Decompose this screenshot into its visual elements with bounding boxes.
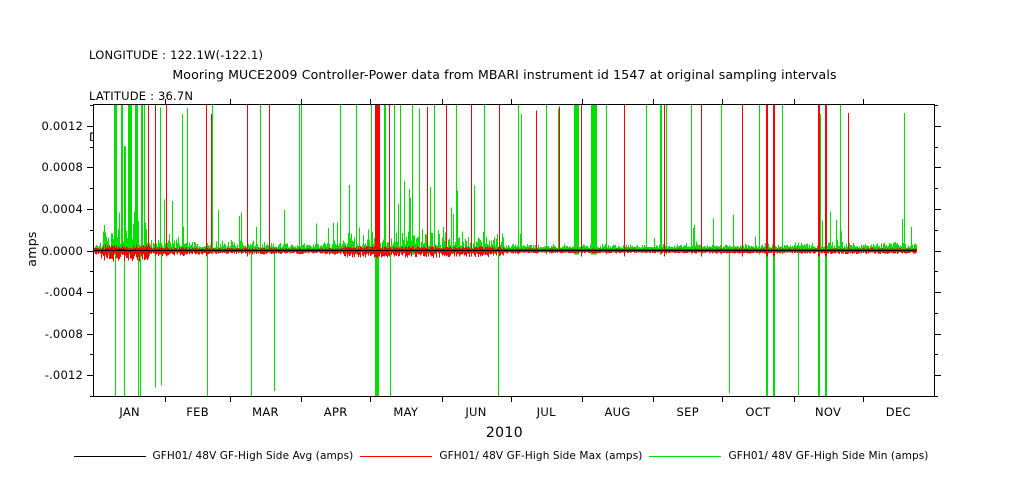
y-tick-label: 0.0000 <box>41 243 83 258</box>
x-tick-top <box>722 99 724 105</box>
series-max-line <box>94 105 917 262</box>
y-tick-minor-right <box>934 188 938 190</box>
y-tick-minor-right <box>934 229 938 231</box>
x-tick <box>441 396 443 402</box>
legend-color-swatch <box>73 455 146 457</box>
y-tick-major-right <box>934 208 941 210</box>
plot-canvas <box>94 105 934 396</box>
y-tick-label: 0.0012 <box>41 118 83 133</box>
x-tick-top <box>441 99 443 105</box>
x-tick-label: OCT <box>745 405 771 419</box>
y-tick-major-right <box>934 375 941 377</box>
y-tick-label: -.0012 <box>44 368 83 383</box>
y-tick-major <box>87 208 94 210</box>
x-tick <box>301 396 303 402</box>
x-tick-label: DEC <box>885 405 911 419</box>
y-tick-label: 0.0008 <box>41 160 83 175</box>
x-tick-label: JAN <box>119 405 140 419</box>
x-tick-label: AUG <box>604 405 631 419</box>
x-tick <box>581 396 583 402</box>
y-tick-minor <box>90 271 94 273</box>
x-tick <box>165 396 167 402</box>
x-tick <box>793 396 795 402</box>
y-tick-minor-right <box>934 271 938 273</box>
x-tick-top <box>301 99 303 105</box>
y-axis-title: amps <box>24 231 40 267</box>
x-tick-top <box>793 99 795 105</box>
y-tick-label: 0.0004 <box>41 201 83 216</box>
x-tick-label: FEB <box>186 405 209 419</box>
y-tick-minor <box>90 146 94 148</box>
series-canvas <box>94 105 917 396</box>
y-tick-label: -.0008 <box>44 326 83 341</box>
y-tick-major <box>87 292 94 294</box>
y-tick-major <box>87 333 94 335</box>
x-tick-label: JUN <box>465 405 487 419</box>
plot-area: 0.0012 0.0008 0.0004 0.0000 -.0004 -.0008 -.00… <box>42 99 941 419</box>
x-tick-top <box>510 99 512 105</box>
x-tick-top <box>229 99 231 105</box>
y-tick-minor-right <box>934 146 938 148</box>
x-tick-label: APR <box>323 405 348 419</box>
y-tick-major <box>87 167 94 169</box>
y-tick-label: -.0004 <box>44 285 83 300</box>
legend-label: GFH01/ 48V GF-High Side Max (amps) <box>439 450 643 462</box>
y-tick-major-right <box>934 333 941 335</box>
legend-entry: GFH01/ 48V GF-High Side Max (amps) <box>360 450 649 462</box>
x-axis-title: 2010 <box>485 425 524 441</box>
legend-color-swatch <box>360 455 433 457</box>
x-tick <box>229 396 231 402</box>
x-tick-top <box>862 99 864 105</box>
legend-entry: GFH01/ 48V GF-High Side Avg (amps) <box>73 450 361 462</box>
legend-label: GFH01/ 48V GF-High Side Avg (amps) <box>152 450 354 462</box>
legend-entry: GFH01/ 48V GF-High Side Min (amps) <box>649 450 935 462</box>
x-tick <box>510 396 512 402</box>
series-avg-line <box>94 249 917 252</box>
y-tick-minor-right <box>934 396 938 397</box>
y-tick-major <box>87 375 94 377</box>
longitude-text: LONGITUDE : 122.1W(-122.1) <box>89 48 264 63</box>
x-tick <box>862 396 864 402</box>
y-tick-minor <box>90 188 94 190</box>
x-tick-label: MAR <box>252 405 279 419</box>
x-tick-label: SEP <box>676 405 699 419</box>
latitude-text: LATITUDE : 36.7N <box>89 88 194 103</box>
x-tick <box>722 396 724 402</box>
y-tick-minor-right <box>934 312 938 314</box>
x-tick-top <box>581 99 583 105</box>
chart-title: Mooring MUCE2009 Controller-Power data f… <box>172 67 837 82</box>
x-tick-top <box>653 99 655 105</box>
y-tick-major <box>87 125 94 127</box>
x-tick-label: NOV <box>815 405 842 419</box>
x-tick-label: MAY <box>393 405 419 419</box>
y-tick-major-right <box>934 125 941 127</box>
x-tick-top <box>165 99 167 105</box>
legend-label: GFH01/ 48V GF-High Side Min (amps) <box>728 450 929 462</box>
y-tick-major <box>87 250 94 252</box>
y-tick-minor <box>90 396 94 397</box>
y-tick-minor <box>90 105 94 106</box>
y-tick-minor <box>90 229 94 231</box>
y-tick-minor <box>90 354 94 356</box>
y-tick-minor-right <box>934 354 938 356</box>
y-tick-major-right <box>934 292 941 294</box>
y-tick-minor-right <box>934 105 938 106</box>
x-tick-label: JUL <box>536 405 556 419</box>
y-tick-minor <box>90 312 94 314</box>
chart-legend: GFH01/ 48V GF-High Side Avg (amps) GFH01/… <box>0 450 1009 462</box>
x-tick <box>653 396 655 402</box>
x-tick-top <box>370 99 372 105</box>
y-tick-major-right <box>934 250 941 252</box>
y-tick-major-right <box>934 167 941 169</box>
legend-color-swatch <box>649 455 722 457</box>
x-tick <box>370 396 372 402</box>
